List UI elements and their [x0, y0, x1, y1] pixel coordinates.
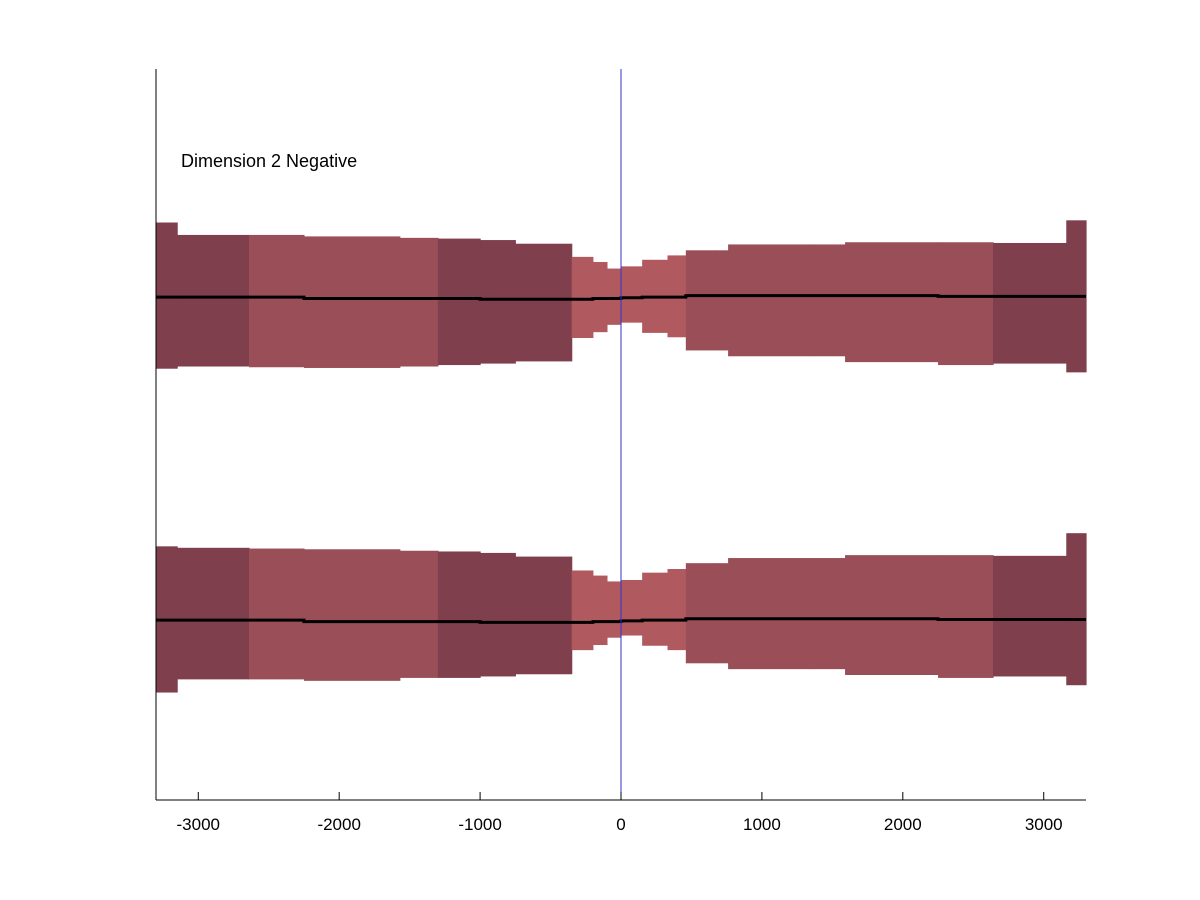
band-bin-2-2 [177, 547, 250, 680]
band-bin-1-12 [621, 266, 643, 323]
band-bin-1-7 [480, 240, 516, 364]
band-bin-1-2 [177, 234, 250, 367]
band-bin-2-4 [303, 549, 401, 681]
band-bin-2-9 [571, 570, 594, 651]
x-tick-label-6: 2000 [884, 815, 922, 834]
band-bin-1-11 [606, 268, 622, 325]
band-bin-1-5 [399, 237, 439, 367]
band-bin-2-18 [811, 558, 846, 670]
band-bin-1-18 [811, 244, 846, 357]
band-bin-2-13 [642, 572, 669, 646]
x-tick-label-7: 3000 [1025, 815, 1063, 834]
band-bin-2-19 [845, 555, 939, 675]
band-bin-1-9 [571, 256, 594, 339]
x-tick-label-2: -2000 [317, 815, 360, 834]
band-bin-2-7 [480, 552, 516, 677]
band-bin-1-8 [515, 243, 573, 362]
band-bin-2-3 [249, 548, 305, 680]
band-bin-1-3 [249, 234, 305, 368]
band-bin-2-11 [606, 581, 622, 638]
band-bin-2-5 [399, 550, 439, 678]
band-bin-2-17 [728, 558, 812, 670]
band-bin-2-15 [685, 563, 717, 664]
band-bin-2-22 [1066, 533, 1087, 686]
band-bin-1-21 [993, 242, 1067, 364]
band-bin-1-20 [938, 242, 994, 366]
band-bin-2-20 [938, 555, 994, 678]
band-bin-2-8 [515, 556, 573, 675]
bands-layer [156, 220, 1087, 693]
band-bin-2-21 [993, 555, 1067, 677]
annotation-text: Dimension 2 Negative [181, 151, 357, 171]
band-bin-1-15 [685, 250, 717, 351]
band-bin-1-6 [437, 238, 481, 366]
band-series-1 [156, 220, 1087, 373]
band-series-2 [156, 533, 1087, 693]
x-ticks-layer: -3000 -2000 -1000 0 1000 2000 3000 [177, 792, 1063, 834]
band-bin-1-19 [845, 242, 939, 363]
x-tick-label-1: -3000 [177, 815, 220, 834]
x-tick-label-5: 1000 [743, 815, 781, 834]
x-tick-label-3: -1000 [458, 815, 501, 834]
band-bin-2-16 [715, 563, 729, 664]
band-bin-2-6 [437, 551, 481, 678]
band-bin-1-4 [303, 236, 401, 368]
x-tick-label-4: 0 [616, 815, 625, 834]
band-bin-1-16 [715, 250, 729, 351]
band-bin-2-12 [621, 579, 643, 636]
band-bin-2-14 [667, 569, 687, 651]
band-bin-2-10 [592, 575, 608, 646]
band-bin-1-17 [728, 244, 812, 357]
